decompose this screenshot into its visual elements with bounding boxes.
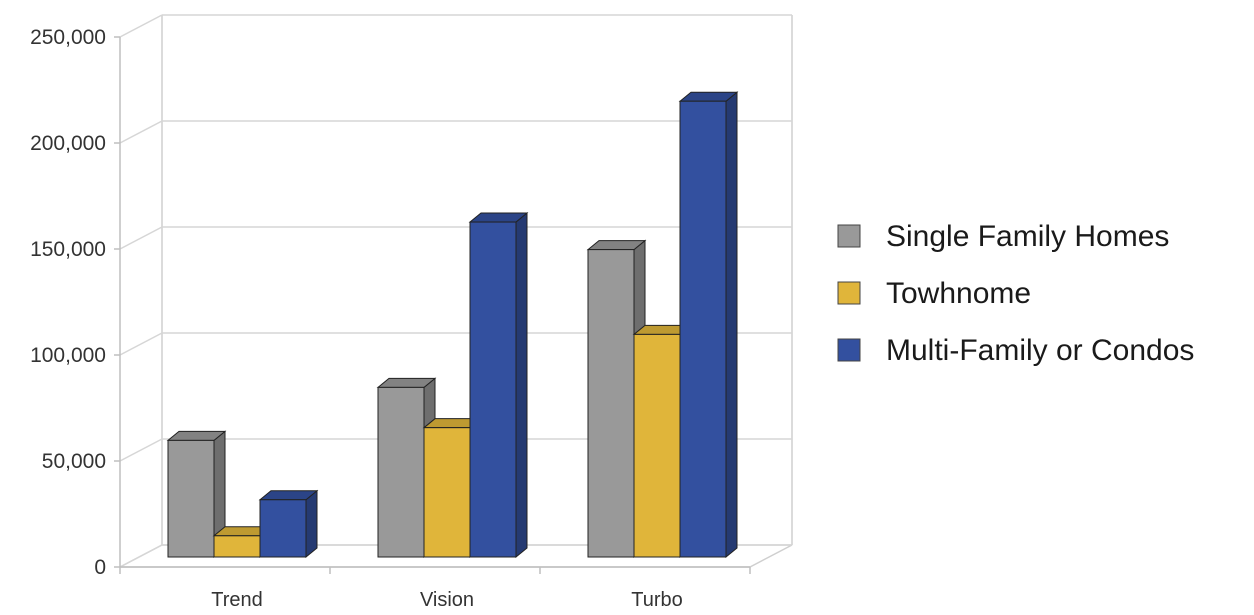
bar-front <box>213 535 261 558</box>
bar-side <box>305 489 318 559</box>
y-tick-label: 100,000 <box>30 344 106 367</box>
side-gridline <box>119 226 163 250</box>
bar-front <box>633 333 681 558</box>
bars <box>166 91 739 559</box>
bar-multi-family-or-condos-trend <box>258 489 319 559</box>
bar-front <box>423 427 471 558</box>
legend-label: Multi-Family or Condos <box>886 334 1194 367</box>
legend: Single Family Homes Towhnome Multi-Family … <box>837 220 1194 367</box>
bar-single-family-homes-trend <box>166 430 227 559</box>
legend-label: Single Family Homes <box>886 220 1169 253</box>
x-tick-label: Trend <box>211 589 263 610</box>
bar-front <box>679 100 727 558</box>
side-gridline <box>119 438 163 462</box>
y-tick-label: 250,000 <box>30 26 106 49</box>
x-tick-label: Vision <box>420 589 474 610</box>
legend-swatch <box>837 338 861 362</box>
y-tick-label: 150,000 <box>30 238 106 261</box>
legend-swatch <box>837 281 861 305</box>
bar-side <box>515 211 528 559</box>
side-gridline <box>119 14 163 38</box>
side-gridline <box>119 332 163 356</box>
x-tick-label: Turbo <box>631 589 683 610</box>
bar-side <box>725 91 738 559</box>
bar-front <box>469 221 517 558</box>
bar-front <box>167 439 215 558</box>
side-gridline <box>119 544 163 568</box>
legend-label: Towhnome <box>886 277 1031 310</box>
side-gridline <box>119 120 163 144</box>
bar-multi-family-or-condos-turbo <box>678 91 739 559</box>
legend-swatch <box>837 224 861 248</box>
bar-front <box>377 386 425 558</box>
bar-multi-family-or-condos-vision <box>468 211 529 559</box>
y-tick-label: 0 <box>94 556 106 579</box>
grid-and-axes: 0 50,000 100,000 150,000 200,000 250,000 Trend… <box>30 14 793 611</box>
bar-front <box>587 249 635 558</box>
y-tick-label: 50,000 <box>42 450 106 473</box>
y-tick-label: 200,000 <box>30 132 106 155</box>
bar-front <box>259 499 307 558</box>
